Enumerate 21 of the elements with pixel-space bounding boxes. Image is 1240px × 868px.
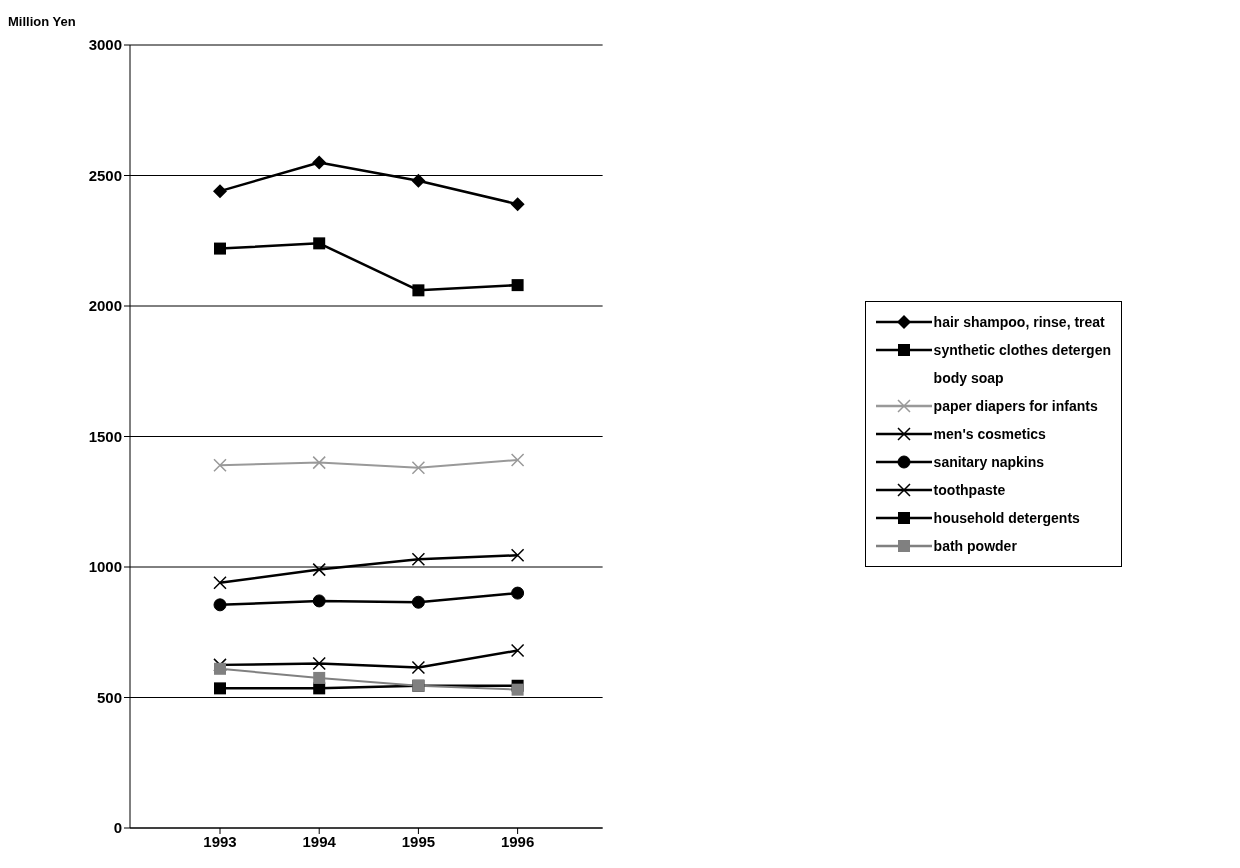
text: body soap [933, 370, 1004, 386]
legend-label: household detergents [933, 510, 1080, 526]
legend-label: synthetic clothes detergen [933, 342, 1111, 358]
y-tick-label: 2000 [88, 297, 122, 315]
y-axis-title: Million Yen [8, 14, 76, 29]
y-tick-label: 500 [96, 688, 122, 706]
x-tick-label: 1994 [302, 832, 337, 850]
y-tick-label: 0 [113, 819, 122, 837]
y-tick-label: 2500 [88, 166, 122, 184]
legend-label: sanitary napkins [933, 454, 1045, 470]
legend-label: toothpaste [933, 482, 1006, 498]
legend-label: hair shampoo, rinse, treat [933, 314, 1105, 330]
legend-label: paper diapers for infants [933, 398, 1098, 414]
legend-label: bath powder [933, 538, 1017, 554]
y-tick-label: 1000 [88, 558, 122, 576]
y-tick-label: 1500 [88, 427, 122, 445]
x-tick-label: 1996 [500, 832, 535, 850]
x-tick-label: 1993 [203, 832, 237, 850]
legend-label: men's cosmetics [933, 426, 1046, 442]
y-tick-label: 3000 [88, 36, 122, 54]
x-tick-label: 1995 [401, 832, 436, 850]
